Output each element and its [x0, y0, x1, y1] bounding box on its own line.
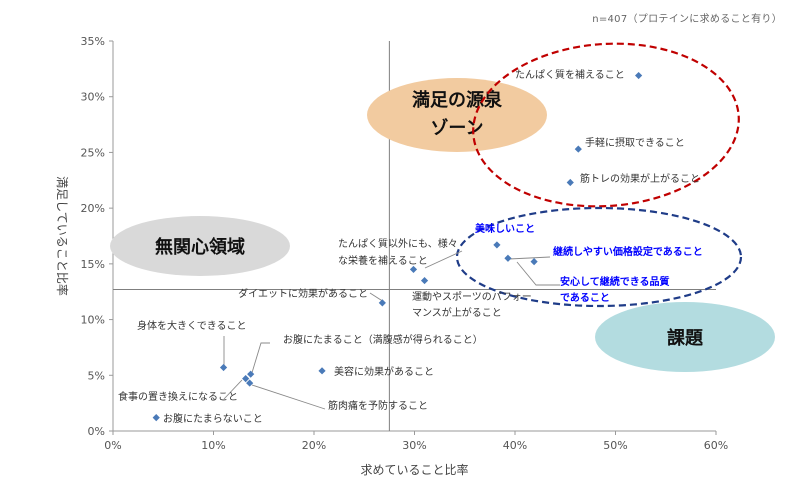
zone-label: 満足の源泉 [412, 89, 503, 111]
x-tick-label: 0% [104, 439, 121, 452]
x-tick-label: 60% [704, 439, 728, 452]
zone-ellipse [595, 302, 775, 372]
data-point [378, 299, 386, 307]
point-label: 食事の置き換えになること [118, 390, 238, 403]
data-point [242, 375, 250, 383]
data-point [219, 363, 228, 372]
y-tick-label: 5% [88, 369, 105, 382]
leader-line [516, 261, 560, 286]
data-point [247, 370, 255, 378]
point-label: 継続しやすい価格設定であること [553, 245, 703, 258]
point-label: マンスが上がること [412, 306, 502, 319]
y-axis-title: 満足していること比率 [55, 176, 70, 296]
leader-line [508, 256, 551, 260]
data-point [420, 276, 429, 285]
y-tick-label: 0% [88, 425, 105, 438]
point-label: 筋肉痛を予防すること [328, 399, 428, 412]
x-tick-label: 30% [402, 439, 426, 452]
y-tick-label: 15% [81, 258, 105, 271]
zone-ellipse [367, 78, 547, 152]
data-point [574, 145, 582, 153]
zone-label: 課題 [667, 327, 704, 349]
data-point [318, 367, 326, 375]
x-tick-label: 20% [302, 439, 326, 452]
point-label: な栄養を補えること [338, 254, 428, 267]
zone-label: ゾーン [430, 118, 483, 139]
data-point [493, 241, 501, 249]
point-label: お腹にたまること（満腹感が得られること） [283, 333, 483, 346]
data-point [566, 178, 574, 187]
y-tick-label: 35% [81, 35, 105, 48]
satisfaction-oval [472, 42, 740, 208]
point-label: 筋トレの効果が上がること [580, 172, 700, 185]
leader-line [251, 384, 326, 410]
point-label: 運動やスポーツのパフォー [412, 290, 532, 303]
x-tick-label: 10% [201, 439, 225, 452]
data-point [246, 379, 254, 387]
y-tick-label: 20% [81, 202, 105, 215]
data-point [635, 71, 643, 80]
data-point [530, 258, 538, 266]
x-axis-title: 求めていること比率 [360, 462, 468, 477]
point-label: 美容に効果があること [334, 365, 434, 378]
y-tick-label: 10% [81, 314, 105, 327]
issue-oval [455, 206, 743, 308]
point-label: たんぱく質を補えること [515, 68, 625, 81]
point-label: 美味しいこと [475, 222, 535, 235]
leader-line [250, 342, 270, 377]
point-label: 手軽に摂取できること [585, 136, 685, 149]
y-tick-label: 25% [81, 146, 105, 159]
point-label: お腹にたまらないこと [163, 412, 263, 425]
point-label: 身体を大きくできること [137, 319, 247, 332]
x-tick-label: 50% [603, 439, 627, 452]
data-point [152, 414, 160, 422]
leader-line [223, 379, 243, 400]
point-label: 安心して継続できる品質 [560, 275, 670, 288]
x-tick-label: 40% [503, 439, 527, 452]
leader-line [424, 250, 463, 269]
point-label: であること [560, 291, 610, 304]
point-label: ダイエットに効果があること [238, 287, 368, 300]
point-label: たんぱく質以外にも、様々 [338, 237, 458, 250]
zone-label: 無関心領域 [155, 236, 245, 258]
sample-size-note: n=407（プロテインに求めること有り） [592, 14, 782, 25]
y-tick-label: 30% [81, 91, 105, 104]
data-point [504, 254, 512, 262]
data-point [409, 265, 418, 274]
zone-ellipse [110, 216, 290, 276]
